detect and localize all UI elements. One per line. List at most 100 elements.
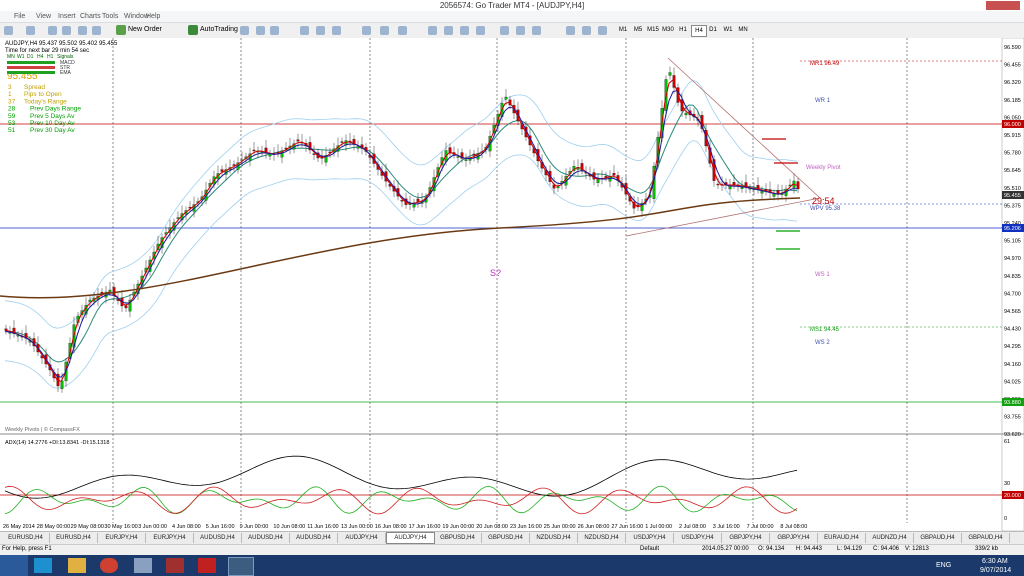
toolbar-icon[interactable]: [270, 26, 279, 35]
chart-tab[interactable]: GBPAUD,H4: [914, 533, 962, 543]
toolbar-icon[interactable]: [92, 26, 101, 35]
chart-tab[interactable]: NZDUSD,H4: [530, 533, 578, 543]
toolbar-icon[interactable]: [500, 26, 509, 35]
candle-body: [232, 164, 236, 166]
chart-tab[interactable]: GBPUSD,H4: [482, 533, 530, 543]
toolbar-icon[interactable]: [26, 26, 35, 35]
toolbar-icon[interactable]: [300, 26, 309, 35]
timeframe-button[interactable]: W1: [723, 27, 733, 33]
toolbar-icon[interactable]: [4, 26, 13, 35]
menu-item[interactable]: Help: [146, 13, 161, 20]
candle-body: [324, 155, 328, 163]
toolbar-icon[interactable]: [380, 26, 389, 35]
close-button[interactable]: [986, 1, 1020, 10]
chart-tab[interactable]: EURUSD,H4: [50, 533, 98, 543]
mt4-taskbar-icon[interactable]: [228, 557, 254, 576]
calc-icon[interactable]: [134, 558, 152, 573]
candle-body: [156, 243, 160, 251]
toolbar-icon[interactable]: [398, 26, 407, 35]
chart-tab[interactable]: EURAUD,H4: [818, 533, 866, 543]
toolbar-icon[interactable]: [316, 26, 325, 35]
toolbar-icon[interactable]: [240, 26, 249, 35]
menu-item[interactable]: Insert: [58, 13, 76, 20]
toolbar-icon[interactable]: [460, 26, 469, 35]
stat-label: Spread: [24, 84, 45, 91]
toolbar-icon[interactable]: [78, 26, 87, 35]
candle-body: [796, 181, 800, 190]
chart-tab[interactable]: GBPJPY,H4: [770, 533, 818, 543]
trend-line: [667, 57, 821, 199]
menu-item[interactable]: Tools: [102, 13, 119, 20]
toolbar-icon[interactable]: [582, 26, 591, 35]
candle-body: [552, 184, 556, 189]
chart-tab[interactable]: AUDJPY,H4: [386, 532, 435, 544]
timeframe-button[interactable]: M15: [647, 27, 659, 33]
toolbar-icon[interactable]: [256, 26, 265, 35]
chart-tab[interactable]: AUDJPY,H4: [338, 533, 386, 543]
chart-tab[interactable]: NZDUSD,H4: [578, 533, 626, 543]
toolbar-icon[interactable]: [476, 26, 485, 35]
time-axis-label: 19 Jun 00:00: [442, 524, 474, 530]
candle-body: [460, 152, 464, 159]
chart-tab[interactable]: AUDUSD,H4: [194, 533, 242, 543]
menu-item[interactable]: View: [36, 13, 52, 20]
menu-item[interactable]: Window: [124, 13, 149, 20]
toolbar-icon[interactable]: [362, 26, 371, 35]
timeframe-button[interactable]: M5: [633, 27, 643, 33]
stat-label: Pips to Open: [24, 91, 62, 98]
toolbar-icon[interactable]: [566, 26, 575, 35]
explorer-icon[interactable]: [68, 558, 86, 573]
price-axis-label: 96.050: [1004, 115, 1021, 121]
chart-tab[interactable]: GBPUSD,H4: [434, 533, 482, 543]
chart-tab[interactable]: EURUSD,H4: [2, 533, 50, 543]
toolbar-icon[interactable]: [48, 26, 57, 35]
new-order-button[interactable]: New Order: [128, 26, 162, 33]
stat-label: Prev Days Range: [30, 106, 81, 113]
chart-tab[interactable]: USDJPY,H4: [674, 533, 722, 543]
chart-tab[interactable]: USDJPY,H4: [626, 533, 674, 543]
chart-tab[interactable]: AUDNZD,H4: [866, 533, 914, 543]
toolbar-icon[interactable]: [332, 26, 341, 35]
clock-date[interactable]: 9/07/2014: [980, 567, 1012, 574]
app-icon[interactable]: [166, 558, 184, 573]
clock-time[interactable]: 6:30 AM: [982, 558, 1008, 565]
timeframe-button[interactable]: H4: [691, 25, 707, 37]
menu-item[interactable]: File: [14, 13, 26, 20]
toolbar-icon[interactable]: [516, 26, 525, 35]
signal-dots: [7, 66, 55, 69]
status-field: For Help, press F1: [2, 546, 52, 552]
signal-column: H1: [47, 54, 54, 60]
signal-column: H4: [37, 54, 44, 60]
time-axis-label: 26 May 2014: [3, 524, 35, 530]
language[interactable]: ENG: [936, 562, 952, 569]
status-field: Default: [640, 546, 660, 552]
toolbar-icon[interactable]: [598, 26, 607, 35]
chart-tab[interactable]: GBPJPY,H4: [722, 533, 770, 543]
timeframe-button[interactable]: H1: [679, 27, 687, 33]
timeframe-button[interactable]: M30: [662, 27, 674, 33]
chart-tab[interactable]: EURJPY,H4: [98, 533, 146, 543]
toolbar-icon[interactable]: [444, 26, 453, 35]
toolbar-icon[interactable]: [62, 26, 71, 35]
ie-icon[interactable]: [34, 558, 52, 573]
toolbar-icon[interactable]: [532, 26, 541, 35]
timeframe-button[interactable]: M1: [618, 27, 628, 33]
chart-tab[interactable]: GBPAUD,H4: [962, 533, 1010, 543]
stat-value: 51: [8, 127, 16, 134]
time-axis-label: 10 Jun 08:00: [273, 524, 305, 530]
timeframe-button[interactable]: D1: [709, 27, 717, 33]
app-icon[interactable]: [198, 558, 216, 573]
timeframe-button[interactable]: MN: [738, 27, 748, 33]
chart-tab[interactable]: AUDUSD,H4: [242, 533, 290, 543]
chrome-icon[interactable]: [100, 558, 118, 573]
start-button[interactable]: [0, 555, 28, 576]
toolbar-icon[interactable]: [428, 26, 437, 35]
toolbar: New Order AutoTrading M1 M5 M15 M30 H1 H4 D1 W1…: [0, 23, 1024, 39]
price-marker: [1002, 224, 1024, 232]
chart-tab[interactable]: AUDUSD,H4: [290, 533, 338, 543]
autotrading-button[interactable]: AutoTrading: [200, 26, 238, 33]
chart-tab[interactable]: EURJPY,H4: [146, 533, 194, 543]
candle-body: [176, 217, 180, 219]
menu-item[interactable]: Charts: [80, 13, 101, 20]
